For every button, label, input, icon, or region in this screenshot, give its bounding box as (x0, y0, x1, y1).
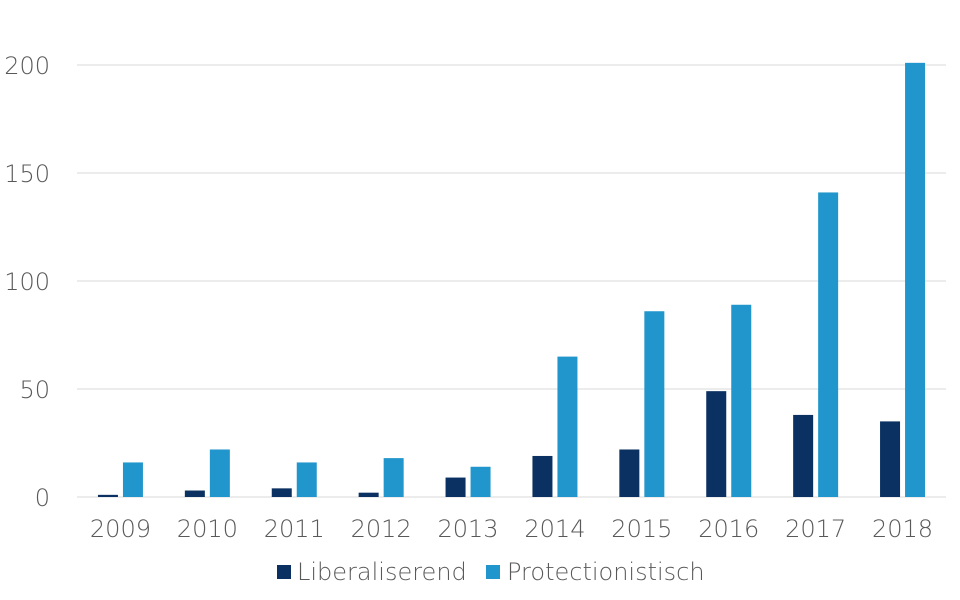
bar-liberaliserend-2016 (706, 391, 727, 497)
x-tick-label: 2009 (90, 515, 151, 543)
bar-liberaliserend-2009 (97, 494, 118, 497)
bar-liberaliserend-2015 (619, 449, 640, 497)
bar-liberaliserend-2017 (793, 414, 814, 497)
x-tick-label: 2012 (351, 515, 412, 543)
bar-protectionistisch-2017 (818, 192, 839, 497)
x-axis-tick-labels: 2009 2010 2011 2012 2013 2014 2015 2016 2017 2018 (90, 515, 933, 543)
legend-swatch-protectionistisch (486, 565, 500, 579)
y-tick-label: 150 (4, 160, 50, 188)
legend-label-liberaliserend: Liberaliserend (297, 558, 467, 586)
x-tick-label: 2013 (438, 515, 499, 543)
x-tick-label: 2017 (785, 515, 846, 543)
legend-label-protectionistisch: Protectionistisch (507, 558, 705, 586)
x-tick-label: 2015 (611, 515, 672, 543)
legend: Liberaliserend Protectionistisch (277, 558, 705, 586)
x-tick-label: 2016 (698, 515, 759, 543)
bar-protectionistisch-2009 (122, 462, 143, 497)
y-tick-label: 100 (4, 268, 50, 296)
x-tick-label: 2011 (264, 515, 325, 543)
bar-protectionistisch-2010 (209, 449, 230, 497)
bar-protectionistisch-2016 (731, 304, 752, 497)
bar-protectionistisch-2018 (905, 62, 926, 498)
y-tick-label: 0 (35, 484, 50, 512)
gridlines (77, 64, 946, 498)
bar-liberaliserend-2014 (532, 455, 553, 497)
y-axis-tick-labels: 0 50 100 150 200 (4, 52, 50, 512)
bar-liberaliserend-2010 (184, 490, 205, 497)
bars (97, 62, 926, 498)
bar-protectionistisch-2014 (557, 356, 578, 497)
x-tick-label: 2010 (177, 515, 238, 543)
bar-liberaliserend-2013 (445, 477, 466, 497)
bar-liberaliserend-2012 (358, 492, 379, 497)
bar-protectionistisch-2015 (644, 311, 665, 497)
bar-protectionistisch-2011 (296, 462, 317, 497)
y-tick-label: 200 (4, 52, 50, 80)
bar-protectionistisch-2013 (470, 466, 491, 497)
x-tick-label: 2018 (872, 515, 933, 543)
bar-liberaliserend-2011 (271, 488, 292, 497)
bar-liberaliserend-2018 (880, 421, 901, 497)
x-tick-label: 2014 (524, 515, 585, 543)
y-tick-label: 50 (19, 376, 50, 404)
legend-swatch-liberaliserend (277, 565, 291, 579)
bar-protectionistisch-2012 (383, 458, 404, 497)
